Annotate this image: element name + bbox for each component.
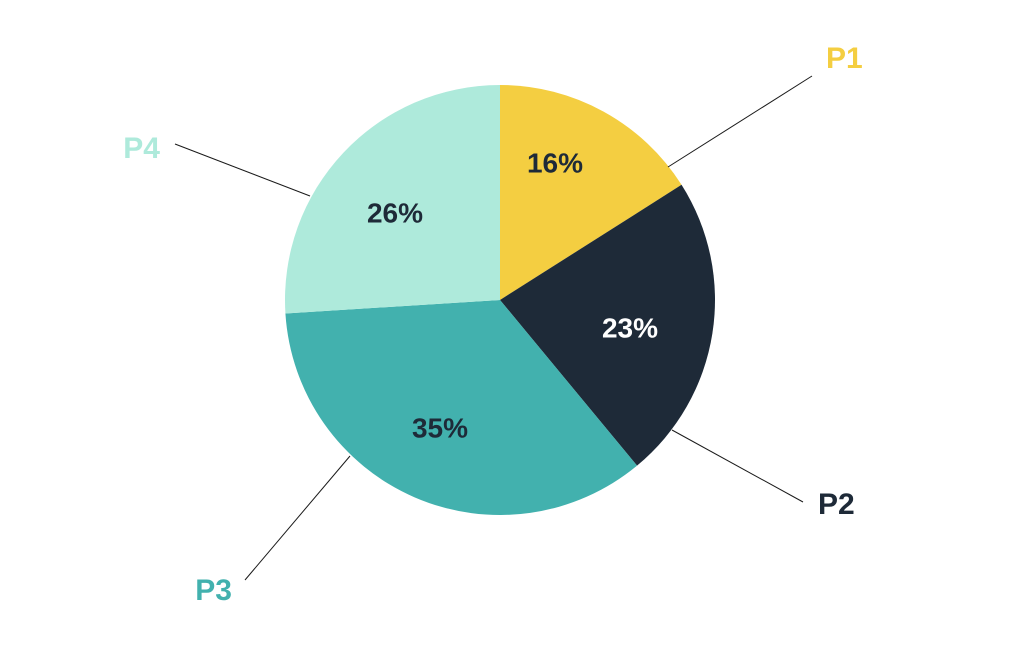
slice-label-p2: P2 <box>818 488 855 521</box>
slice-value-p2: 23% <box>602 312 658 343</box>
pie-chart: 16% 23% 35% 26% P1 P2 P3 P4 <box>0 0 1024 655</box>
slice-label-p4: P4 <box>123 132 160 165</box>
slice-label-p3: P3 <box>195 574 232 607</box>
slice-value-p4: 26% <box>367 197 423 228</box>
leader-line-p1 <box>668 76 812 167</box>
slice-value-p1: 16% <box>527 147 583 178</box>
leader-line-p3 <box>245 456 350 580</box>
leader-line-p2 <box>672 430 803 502</box>
slice-value-p3: 35% <box>412 412 468 443</box>
leader-line-p4 <box>175 144 310 196</box>
slice-label-p1: P1 <box>826 42 863 75</box>
